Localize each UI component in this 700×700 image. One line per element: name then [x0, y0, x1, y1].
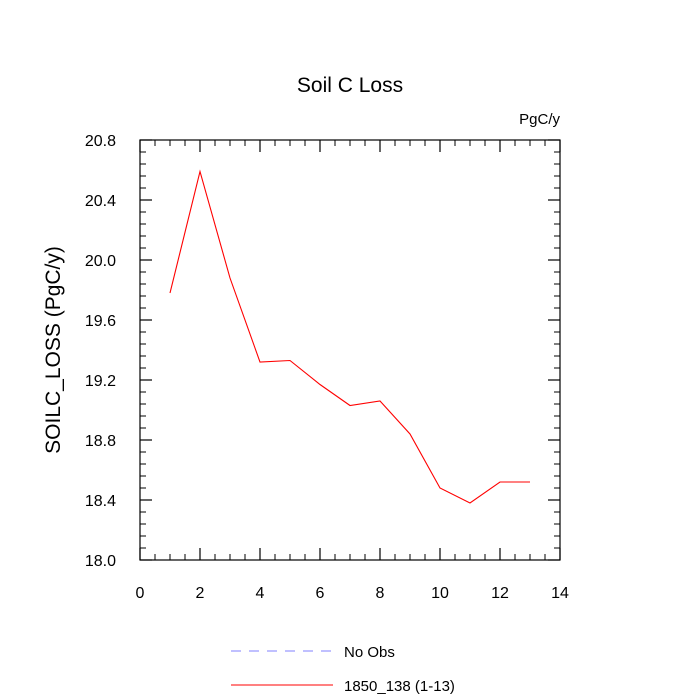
x-tick-label: 12	[491, 585, 509, 602]
plot-frame	[139, 139, 561, 561]
y-tick-label: 20.4	[85, 193, 116, 210]
y-axis-title: SOILC_LOSS (PgC/y)	[42, 246, 65, 454]
y-tick-label: 18.0	[85, 553, 116, 570]
y-tick-label: 19.2	[85, 373, 116, 390]
y-tick-label: 19.6	[85, 313, 116, 330]
x-tick-label: 14	[551, 585, 569, 602]
x-tick-label: 4	[256, 585, 265, 602]
x-tick-label: 10	[431, 585, 449, 602]
x-tick-label: 2	[196, 585, 205, 602]
units-label: PgC/y	[519, 111, 560, 128]
y-tick-label: 20.8	[85, 133, 116, 150]
y-tick-label: 20.0	[85, 253, 116, 270]
tick-labels: 0 2 4 6 8 10 12 14 18.0 18.4 18.8 19.2 19.6 20.0 20.4 2…	[85, 133, 569, 602]
x-tick-label: 8	[376, 585, 385, 602]
x-tick-label: 6	[316, 585, 325, 602]
legend-label: No Obs	[344, 644, 395, 661]
y-tick-label: 18.4	[85, 493, 116, 510]
series-line	[169, 169, 530, 504]
legend: No Obs 1850_138 (1-13)	[231, 644, 455, 695]
x-tick-label: 0	[136, 585, 145, 602]
axis-ticks	[139, 139, 561, 561]
y-tick-label: 18.8	[85, 433, 116, 450]
legend-label: 1850_138 (1-13)	[344, 678, 455, 695]
series-layer	[169, 169, 530, 504]
chart-title: Soil C Loss	[297, 74, 403, 97]
